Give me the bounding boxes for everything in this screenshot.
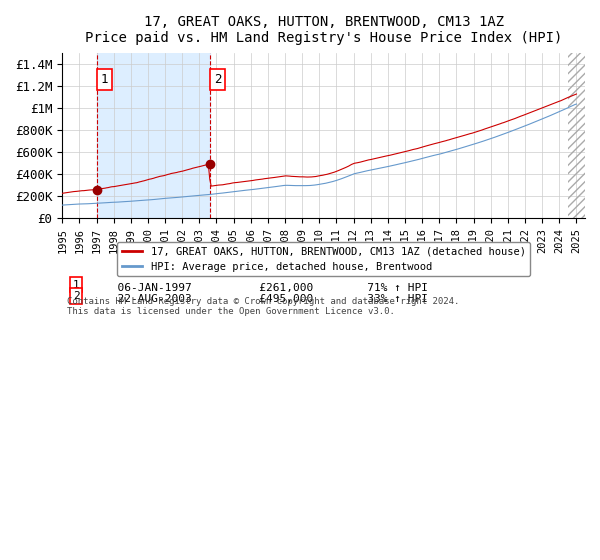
Text: Contains HM Land Registry data © Crown copyright and database right 2024.
This d: Contains HM Land Registry data © Crown c… (67, 297, 460, 316)
Title: 17, GREAT OAKS, HUTTON, BRENTWOOD, CM13 1AZ
Price paid vs. HM Land Registry's Ho: 17, GREAT OAKS, HUTTON, BRENTWOOD, CM13 … (85, 15, 562, 45)
Text: 1: 1 (100, 73, 108, 86)
Text: 22-AUG-2003          £495,000        33% ↑ HPI: 22-AUG-2003 £495,000 33% ↑ HPI (104, 294, 428, 304)
Legend: 17, GREAT OAKS, HUTTON, BRENTWOOD, CM13 1AZ (detached house), HPI: Average price: 17, GREAT OAKS, HUTTON, BRENTWOOD, CM13 … (118, 242, 530, 276)
Text: 1: 1 (73, 279, 79, 290)
Bar (97, 53, 211, 218)
Text: 06-JAN-1997          £261,000        71% ↑ HPI: 06-JAN-1997 £261,000 71% ↑ HPI (104, 283, 428, 293)
Bar (568, 53, 585, 218)
Text: 2: 2 (214, 73, 221, 86)
Text: 2: 2 (73, 291, 79, 301)
